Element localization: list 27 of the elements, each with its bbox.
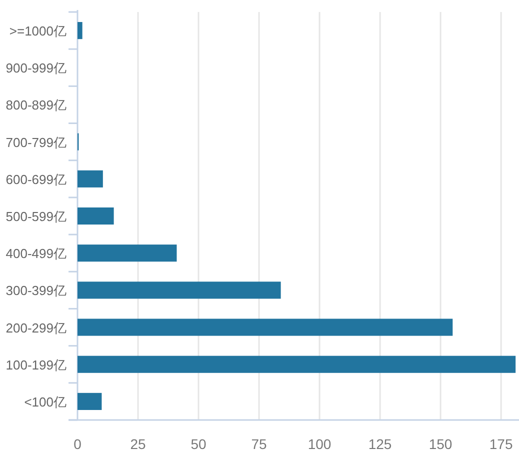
y-tick-label: 800-899亿: [6, 98, 66, 113]
y-tick-label: 400-499亿: [6, 246, 66, 262]
bar: [78, 207, 114, 225]
x-tick-label: 25: [130, 436, 146, 452]
y-tick-label: <100亿: [24, 394, 66, 410]
y-tick-label: >=1000亿: [9, 24, 66, 39]
bar: [78, 22, 82, 40]
y-tick-label: 100-199亿: [6, 357, 66, 372]
x-tick-label: 50: [190, 436, 207, 452]
y-tick-label: 700-799亿: [6, 134, 66, 150]
x-tick-label: 100: [308, 436, 332, 452]
bar: [78, 170, 103, 188]
y-tick-label: 200-299亿: [6, 320, 66, 336]
bar: [78, 282, 281, 299]
x-tick-label: 125: [368, 436, 392, 452]
y-tick-label: 600-699亿: [6, 172, 66, 187]
x-tick-label: 75: [251, 436, 268, 452]
x-tick-label: 150: [428, 436, 452, 452]
bar: [78, 356, 516, 373]
bar: [78, 318, 453, 336]
y-tick-label: 500-599亿: [6, 209, 66, 224]
y-tick-label: 300-399亿: [6, 283, 66, 298]
x-tick-label: 175: [489, 436, 513, 452]
y-tick-label: 900-999亿: [6, 60, 66, 76]
bar: [78, 392, 102, 410]
bar: [78, 244, 177, 262]
x-tick-label: 0: [74, 436, 82, 452]
